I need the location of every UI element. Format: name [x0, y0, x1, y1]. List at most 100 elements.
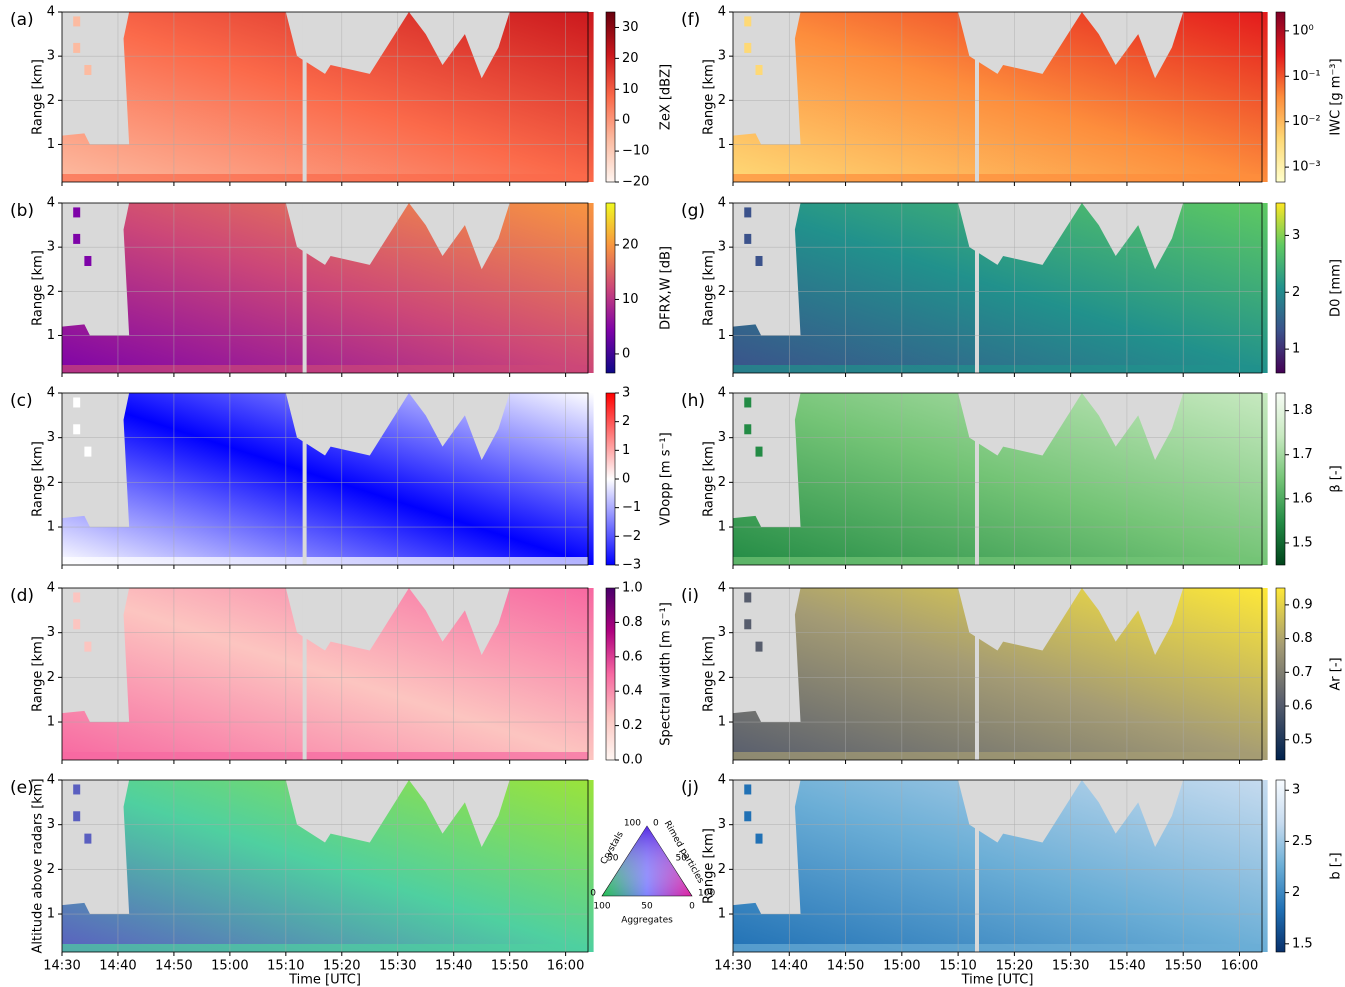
bottom-band	[733, 752, 1262, 760]
colorbar	[1275, 779, 1286, 953]
colorbar-tick-label: −3	[622, 558, 641, 573]
x-tick-label: 14:40	[99, 959, 136, 974]
plot-frame	[732, 202, 1263, 374]
x-tick-label: 14:50	[827, 959, 864, 974]
y-tick-label: 1	[47, 520, 55, 535]
y-tick-label: 2	[47, 93, 55, 108]
plot-frame	[61, 587, 589, 761]
echo-patch	[73, 811, 81, 822]
colorbar	[1275, 202, 1286, 374]
bottom-band	[733, 557, 1262, 565]
panel-label: (f)	[681, 10, 700, 30]
echo-patch	[73, 592, 81, 603]
colorbar-label: Ar [-]	[1329, 657, 1344, 690]
y-tick-label: 2	[718, 284, 726, 299]
panel-label: (e)	[10, 778, 34, 798]
colorbar-tick-label: 2	[1292, 885, 1300, 900]
echo-field	[62, 393, 594, 565]
x-tick-label: 15:00	[883, 959, 920, 974]
echo-patch	[744, 811, 752, 822]
colorbar-tick-label: 2.5	[1292, 834, 1313, 849]
colorbar-tick-label: 10⁰	[1292, 23, 1314, 38]
colorbar-tick-label: 0.8	[1292, 631, 1313, 646]
colorbar-tick-label: 10⁻¹	[1292, 69, 1321, 84]
x-tick-label: 15:30	[1052, 959, 1089, 974]
echo-patch	[84, 255, 92, 266]
echo-field	[62, 203, 594, 373]
y-axis-label: Range [km]	[31, 441, 46, 517]
x-tick-label: 15:10	[939, 959, 976, 974]
colorbar-tick-label: −20	[622, 175, 649, 190]
colorbar-label: β [-]	[1329, 465, 1344, 492]
bottom-band	[733, 174, 1262, 182]
colorbar-label: VDopp [m s⁻¹]	[659, 432, 674, 525]
colorbar-tick-label: −2	[622, 529, 641, 544]
echo-patch	[73, 16, 81, 27]
panel-label: (i)	[681, 586, 699, 606]
echo-patch	[755, 446, 763, 457]
plot-frame	[732, 779, 1263, 953]
data-gap	[302, 12, 307, 182]
ternary-tick-label: 100	[624, 819, 641, 829]
x-tick-label: 14:30	[714, 959, 751, 974]
echo-field	[62, 780, 594, 952]
y-tick-label: 4	[47, 581, 55, 596]
y-tick-label: 3	[718, 240, 726, 255]
x-axis-label: Time [UTC]	[288, 973, 361, 987]
colorbar-label: b [-]	[1329, 852, 1344, 879]
ternary-tick-label: 50	[676, 854, 688, 864]
y-tick-label: 2	[47, 475, 55, 490]
colorbar-tick-label: 10⁻²	[1292, 114, 1321, 129]
y-tick-label: 4	[718, 773, 726, 788]
x-tick-label: 14:50	[155, 959, 192, 974]
x-tick-label: 15:20	[323, 959, 360, 974]
echo-patch	[744, 397, 752, 408]
colorbar-tick-label: 1.8	[1292, 403, 1313, 418]
x-tick-label: 15:50	[491, 959, 528, 974]
echo-patch	[744, 16, 752, 27]
bottom-band	[62, 174, 588, 182]
x-tick-label: 15:30	[379, 959, 416, 974]
plot-frame	[61, 202, 589, 374]
y-tick-label: 2	[47, 670, 55, 685]
colorbar-tick-label: 2	[622, 414, 630, 429]
plot-frame	[61, 779, 589, 953]
y-tick-label: 1	[47, 715, 55, 730]
echo-patch	[744, 592, 752, 603]
colorbar-tick-label: 1.5	[1292, 535, 1313, 550]
colorbar-tick-label: −10	[622, 144, 649, 159]
x-tick-label: 15:10	[267, 959, 304, 974]
echo-patch	[84, 446, 92, 457]
y-tick-label: 3	[718, 49, 726, 64]
y-tick-label: 4	[47, 386, 55, 401]
panel-label: (j)	[681, 778, 699, 798]
echo-patch	[73, 397, 81, 408]
ternary-tick-label: 100	[698, 889, 715, 899]
colorbar-tick-label: 3	[622, 386, 630, 401]
colorbar-tick-label: 20	[622, 51, 639, 66]
echo-patch	[73, 207, 81, 218]
panel-label: (d)	[10, 586, 34, 606]
ternary-tick-label: 0	[590, 889, 596, 899]
ternary-tick-label: 100	[593, 902, 610, 912]
bottom-band	[733, 944, 1262, 952]
colorbar	[605, 11, 616, 183]
y-tick-label: 4	[47, 773, 55, 788]
plot-frame	[61, 392, 589, 566]
colorbar-label: IWC [g m⁻³]	[1329, 58, 1344, 135]
colorbar-tick-label: 20	[622, 237, 639, 252]
x-tick-label: 15:50	[1164, 959, 1201, 974]
x-tick-label: 16:00	[1221, 959, 1258, 974]
colorbar-tick-label: 10⁻³	[1292, 160, 1321, 175]
y-tick-label: 3	[47, 430, 55, 445]
y-tick-label: 3	[718, 430, 726, 445]
echo-patch	[744, 233, 752, 244]
y-axis-label: Range [km]	[702, 636, 717, 712]
echo-patch	[744, 424, 752, 435]
colorbar-tick-label: 0.6	[622, 649, 643, 664]
plot-frame	[732, 11, 1263, 183]
ternary-shade	[602, 826, 692, 896]
y-tick-label: 2	[718, 93, 726, 108]
echo-patch	[73, 424, 81, 435]
colorbar	[605, 587, 616, 761]
